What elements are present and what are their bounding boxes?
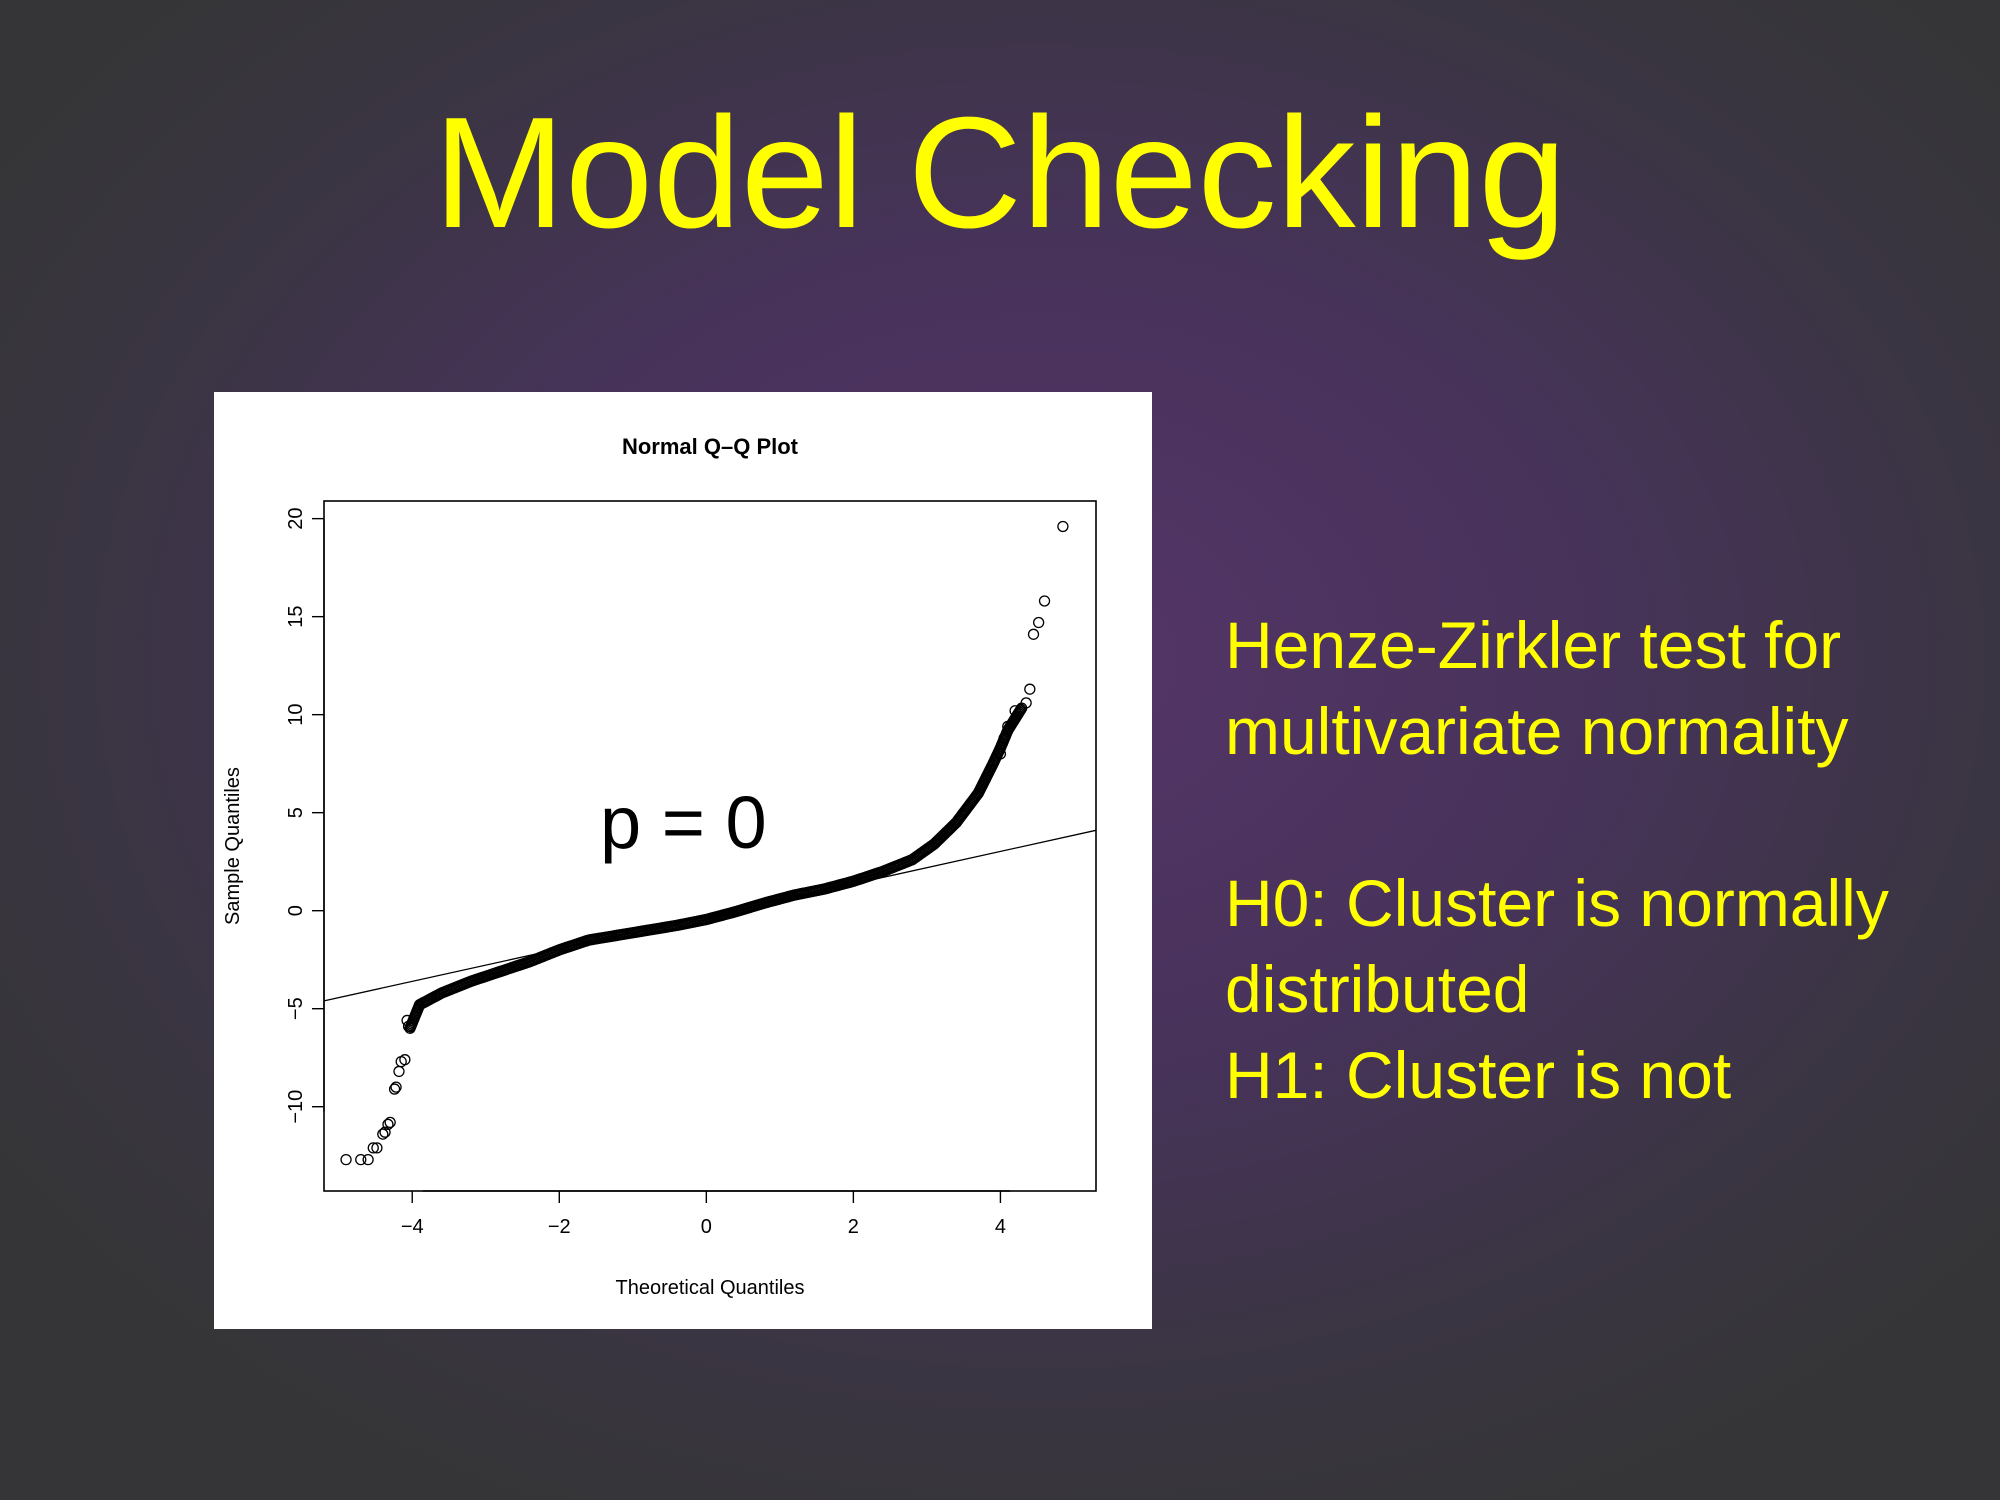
- x-tick-label: −4: [401, 1216, 424, 1238]
- x-tick-label: −2: [548, 1216, 571, 1238]
- qq-point: [1009, 705, 1021, 717]
- y-tick-label: −5: [285, 997, 307, 1020]
- qq-point: [371, 1142, 383, 1154]
- qq-plot-panel: Normal Q–Q Plot −4 −2 0 2 4 −10 −5 0 5 10 15 20 Th…: [214, 392, 1152, 1329]
- chart-title: Normal Q–Q Plot: [622, 434, 799, 459]
- hypothesis-line-1: H0: Cluster is normally: [1225, 866, 1889, 940]
- qq-plot: Normal Q–Q Plot −4 −2 0 2 4 −10 −5 0 5 10 15 20 Th…: [222, 434, 1097, 1299]
- x-axis-ticks: −4 −2 0 2 4: [401, 1191, 1006, 1238]
- slide-title: Model Checking: [433, 85, 1567, 261]
- hypothesis-line-2: distributed: [1225, 952, 1530, 1026]
- qq-point: [994, 748, 1007, 760]
- qq-point: [1038, 595, 1051, 607]
- qq-point: [340, 1153, 352, 1166]
- hypothesis-line-3: H1: Cluster is not: [1225, 1038, 1732, 1112]
- x-tick-label: 2: [848, 1216, 859, 1238]
- y-tick-label: 20: [285, 508, 307, 530]
- y-tick-label: 0: [285, 905, 307, 916]
- qq-point: [367, 1142, 379, 1154]
- qq-point: [1057, 520, 1069, 533]
- qq-point: [362, 1153, 374, 1166]
- test-description: Henze-Zirkler test for multivariate norm…: [1225, 602, 1849, 774]
- qq-point: [393, 1065, 405, 1078]
- qq-point: [401, 1014, 413, 1027]
- y-axis-label: Sample Quantiles: [222, 767, 244, 925]
- test-line-1: Henze-Zirkler test for: [1225, 608, 1842, 682]
- qq-point: [388, 1083, 401, 1095]
- y-tick-label: 10: [285, 704, 307, 726]
- x-tick-label: 0: [701, 1216, 712, 1238]
- y-tick-label: 5: [285, 807, 307, 818]
- x-tick-label: 4: [995, 1216, 1006, 1238]
- x-axis-label: Theoretical Quantiles: [616, 1277, 805, 1299]
- qq-point: [390, 1081, 402, 1093]
- qq-point: [1024, 683, 1036, 695]
- qq-point: [402, 1020, 415, 1032]
- test-line-2: multivariate normality: [1225, 694, 1849, 768]
- qq-point: [379, 1126, 391, 1138]
- qq-point: [1020, 697, 1032, 709]
- qq-point: [1002, 720, 1014, 733]
- qq-point: [382, 1118, 394, 1131]
- qq-point: [355, 1153, 367, 1166]
- qq-point: [395, 1055, 407, 1068]
- qq-point: [384, 1116, 396, 1129]
- qq-point: [998, 732, 1010, 744]
- data-points: [340, 520, 1069, 1166]
- y-tick-label: −10: [285, 1090, 307, 1124]
- y-axis-ticks: −10 −5 0 5 10 15 20: [285, 508, 324, 1124]
- hypotheses: H0: Cluster is normally distributed H1: …: [1225, 860, 1889, 1118]
- p-value-label: p = 0: [600, 781, 767, 864]
- qq-point: [1027, 628, 1040, 640]
- qq-point: [1033, 616, 1045, 629]
- y-tick-label: 15: [285, 606, 307, 628]
- qq-point: [377, 1128, 389, 1140]
